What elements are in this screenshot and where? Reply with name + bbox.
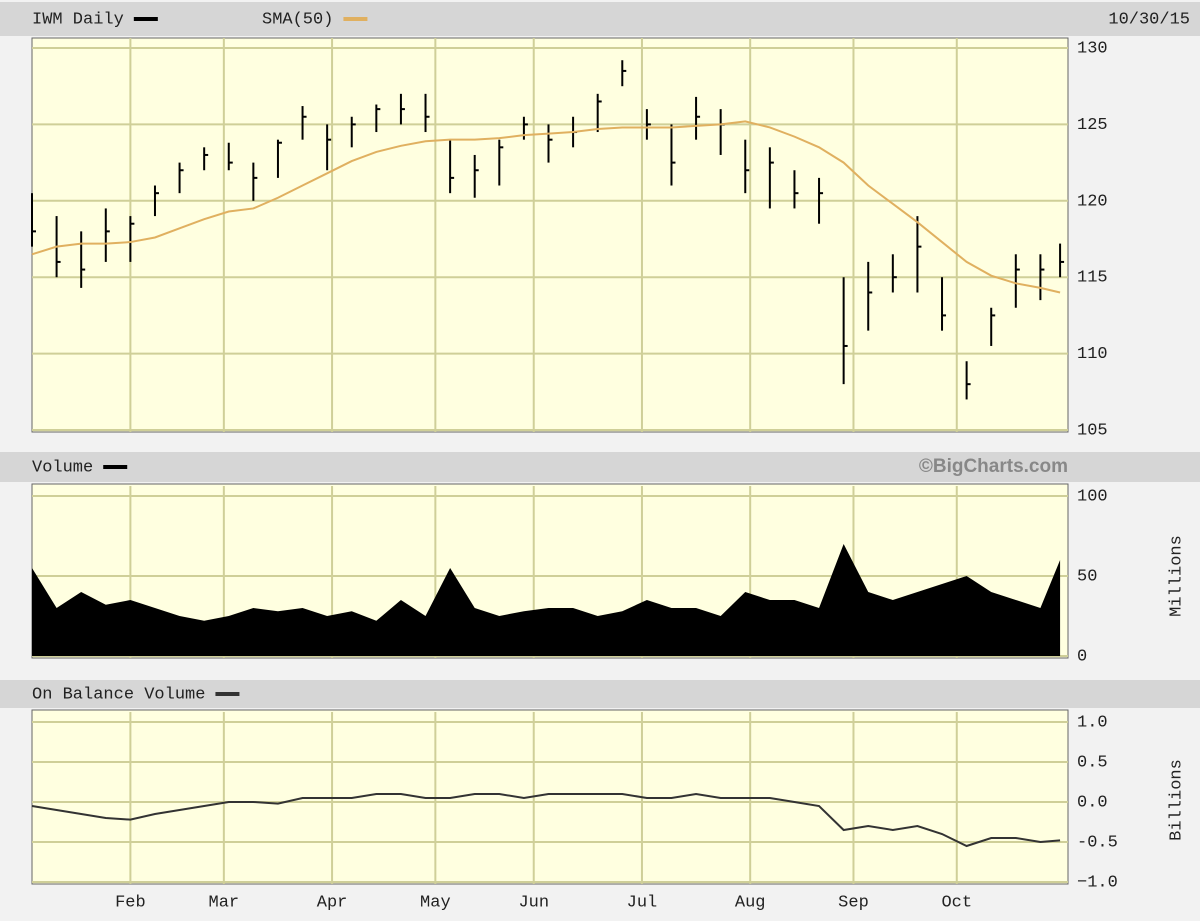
date: 10/30/15 bbox=[1108, 10, 1190, 29]
y-tick-label: 110 bbox=[1077, 345, 1108, 364]
y-tick-label: −1.0 bbox=[1077, 873, 1118, 892]
header-bar bbox=[0, 2, 1200, 36]
y-tick-label: 125 bbox=[1077, 116, 1108, 135]
y-tick-label: 105 bbox=[1077, 421, 1108, 440]
obv-line bbox=[31, 792, 1061, 848]
x-tick-label: Jun bbox=[518, 893, 549, 912]
y-tick-label: 0 bbox=[1077, 647, 1087, 666]
plot-area bbox=[31, 37, 1069, 433]
x-tick-label: Mar bbox=[209, 893, 240, 912]
y-axis-label: Millions bbox=[1167, 535, 1186, 617]
legend-label: IWM Daily bbox=[32, 10, 124, 29]
legend-label: SMA(50) bbox=[262, 10, 333, 29]
x-tick-label: May bbox=[420, 893, 451, 912]
x-tick-label: Oct bbox=[941, 893, 972, 912]
y-tick-label: 130 bbox=[1077, 39, 1108, 58]
sma-line bbox=[31, 120, 1061, 294]
x-tick-label: Apr bbox=[317, 893, 348, 912]
y-tick-label: 100 bbox=[1077, 487, 1108, 506]
legend-label: On Balance Volume bbox=[32, 685, 205, 704]
x-tick-label: Sep bbox=[838, 893, 869, 912]
x-tick-label: Jul bbox=[627, 893, 658, 912]
y-tick-label: 1.0 bbox=[1077, 713, 1108, 732]
y-tick-label: 120 bbox=[1077, 192, 1108, 211]
plot-area bbox=[31, 709, 1069, 885]
y-tick-label: 0.0 bbox=[1077, 793, 1108, 812]
header-bar bbox=[0, 680, 1200, 708]
x-tick-label: Aug bbox=[735, 893, 766, 912]
credit: ©BigCharts.com bbox=[919, 456, 1068, 477]
y-tick-label: -0.5 bbox=[1077, 833, 1118, 852]
y-tick-label: 0.5 bbox=[1077, 753, 1108, 772]
volume-area bbox=[32, 544, 1061, 656]
legend-label: Volume bbox=[32, 458, 93, 477]
y-tick-label: 115 bbox=[1077, 269, 1108, 288]
x-tick-label: Feb bbox=[115, 893, 146, 912]
y-tick-label: 50 bbox=[1077, 567, 1097, 586]
header-bar bbox=[0, 452, 1200, 482]
y-axis-label: Billions bbox=[1167, 759, 1186, 841]
